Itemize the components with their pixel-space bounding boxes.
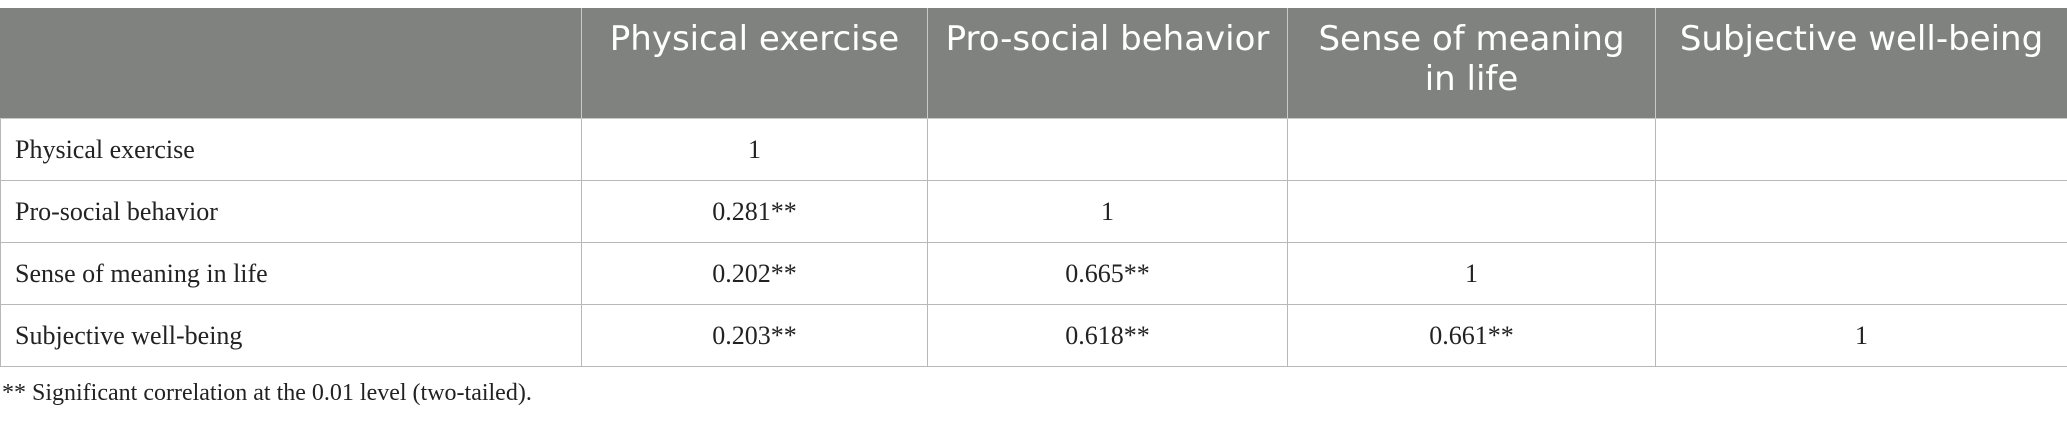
table-cell: 0.203**: [581, 304, 928, 367]
table-row: Pro-social behavior 0.281** 1: [0, 180, 2067, 243]
table-cell: 0.202**: [581, 242, 928, 305]
table-cell: [1287, 180, 1656, 243]
row-label: Sense of meaning in life: [0, 242, 582, 305]
header-row: Physical exercise Pro-social behavior Se…: [0, 8, 2067, 119]
row-label: Physical exercise: [0, 118, 582, 181]
table-cell: 1: [581, 118, 928, 181]
correlation-table-container: Physical exercise Pro-social behavior Se…: [0, 8, 2067, 367]
table-cell: 1: [927, 180, 1288, 243]
table-row: Subjective well-being 0.203** 0.618** 0.…: [0, 304, 2067, 367]
table-cell: 0.661**: [1287, 304, 1656, 367]
table-cell: 0.665**: [927, 242, 1288, 305]
header-pro-social-behavior: Pro-social behavior: [927, 8, 1288, 119]
header-subjective-well-being: Subjective well-being: [1655, 8, 2067, 119]
table-footnote: ** Significant correlation at the 0.01 l…: [2, 380, 532, 406]
header-cell-empty: [0, 8, 582, 119]
table-row: Sense of meaning in life 0.202** 0.665**…: [0, 242, 2067, 305]
table-cell: [1655, 242, 2067, 305]
table-cell: [1287, 118, 1656, 181]
correlation-table: Physical exercise Pro-social behavior Se…: [0, 8, 2067, 367]
row-label: Subjective well-being: [0, 304, 582, 367]
table-cell: 0.281**: [581, 180, 928, 243]
table-cell: [1655, 180, 2067, 243]
table-row: Physical exercise 1: [0, 118, 2067, 181]
table-cell: [927, 118, 1288, 181]
table-cell: 1: [1287, 242, 1656, 305]
table-cell: 0.618**: [927, 304, 1288, 367]
row-label: Pro-social behavior: [0, 180, 582, 243]
table-cell: 1: [1655, 304, 2067, 367]
header-sense-of-meaning: Sense of meaning in life: [1287, 8, 1656, 119]
header-physical-exercise: Physical exercise: [581, 8, 928, 119]
table-cell: [1655, 118, 2067, 181]
